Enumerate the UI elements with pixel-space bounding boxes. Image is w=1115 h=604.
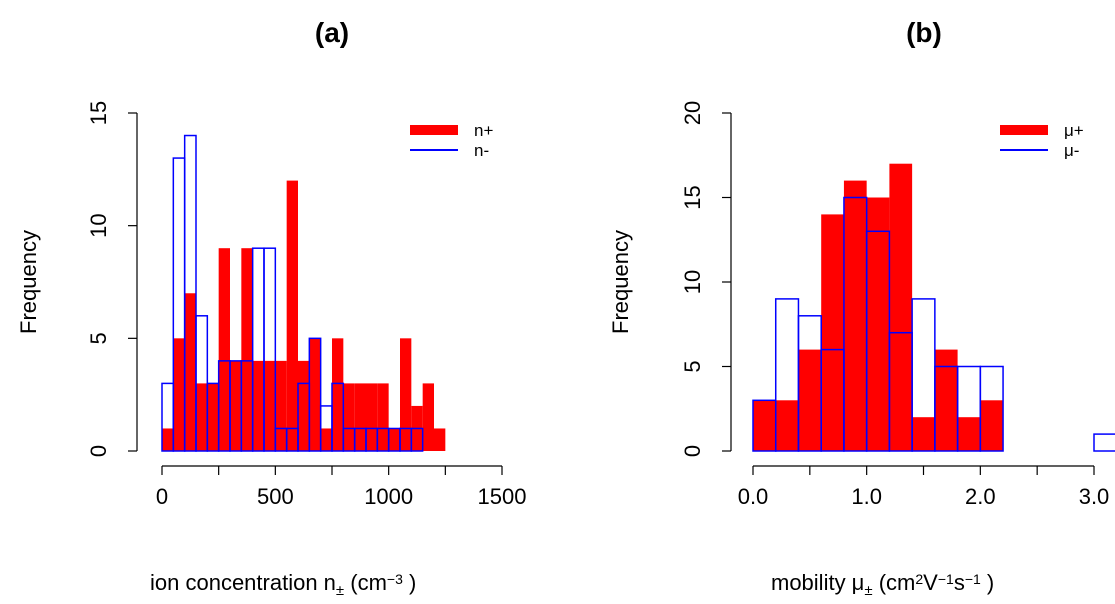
bar (286, 180, 298, 451)
bar (866, 197, 890, 451)
bar (434, 428, 446, 451)
legend: n+n- (410, 121, 493, 160)
bar (320, 428, 332, 451)
bar (798, 349, 822, 451)
y-tick-label: 15 (680, 185, 705, 209)
bar (309, 338, 321, 451)
bar (912, 417, 935, 451)
bar (298, 360, 310, 451)
legend-label: n- (474, 141, 489, 160)
bar (354, 383, 366, 451)
x-tick-label: 0.0 (738, 484, 769, 509)
bar (843, 180, 867, 451)
legend-label: μ- (1064, 141, 1079, 160)
histogram-panel-b: (b) 0.0 1.0 2.0 3.0 0 5 10 15 20 Frequency mobility… (608, 17, 1115, 599)
bar (934, 349, 958, 451)
y-tick-label: 15 (86, 101, 111, 125)
bar (410, 427, 424, 452)
bar (252, 360, 264, 451)
bar (775, 400, 799, 451)
x-tick-label: 1000 (364, 484, 413, 509)
y-tick-label: 20 (680, 101, 705, 125)
bar (366, 383, 378, 451)
bar (207, 383, 219, 451)
bar (343, 383, 355, 451)
bar (218, 248, 230, 451)
bar (422, 383, 434, 451)
bar (230, 360, 242, 451)
bar (377, 383, 389, 451)
bar (979, 365, 1004, 452)
bar (821, 214, 844, 451)
bar (263, 247, 277, 452)
legend-label: n+ (474, 121, 493, 140)
x-tick-label: 500 (257, 484, 294, 509)
bar (241, 248, 253, 451)
chart-title: (b) (906, 17, 942, 48)
y-tick-label: 5 (680, 360, 705, 372)
series-outline (161, 134, 424, 452)
bar (331, 382, 345, 452)
bar (957, 417, 981, 451)
series-filled (162, 180, 446, 451)
bar (889, 163, 913, 451)
bar (400, 338, 412, 451)
bar (308, 337, 322, 452)
y-tick-label: 10 (86, 213, 111, 237)
x-axis-label: ion concentration n± (cm−3 ) (150, 570, 416, 599)
x-tick-label: 1.0 (851, 484, 882, 509)
bar (980, 400, 1004, 451)
bar (173, 338, 185, 451)
legend-label: μ+ (1064, 121, 1084, 140)
y-tick-label: 10 (680, 270, 705, 294)
x-tick-label: 1500 (478, 484, 527, 509)
bar (183, 134, 197, 452)
histogram-panel-a: (a) 0 500 1000 1500 0 5 10 15 Frequency ion concen… (16, 17, 526, 599)
bar (184, 293, 196, 451)
bar (753, 400, 776, 451)
bar (264, 360, 276, 451)
bar (162, 428, 174, 451)
bar (196, 383, 208, 451)
y-axis-label: Frequency (16, 230, 41, 334)
chart-title: (a) (315, 17, 349, 48)
series-outline (752, 196, 1115, 452)
y-tick-label: 0 (86, 445, 111, 457)
y-tick-label: 0 (680, 445, 705, 457)
bar (275, 360, 287, 451)
x-tick-label: 3.0 (1079, 484, 1110, 509)
y-axis-label: Frequency (608, 230, 633, 334)
bar (388, 428, 400, 451)
bar (332, 338, 344, 451)
x-tick-label: 2.0 (965, 484, 996, 509)
x-tick-label: 0 (156, 484, 168, 509)
bar (1093, 433, 1115, 452)
y-tick-label: 5 (86, 332, 111, 344)
legend: μ+μ- (1000, 121, 1084, 160)
x-axis-label: mobility μ± (cm2V−1s−1 ) (771, 570, 994, 599)
series-filled (753, 163, 1004, 451)
